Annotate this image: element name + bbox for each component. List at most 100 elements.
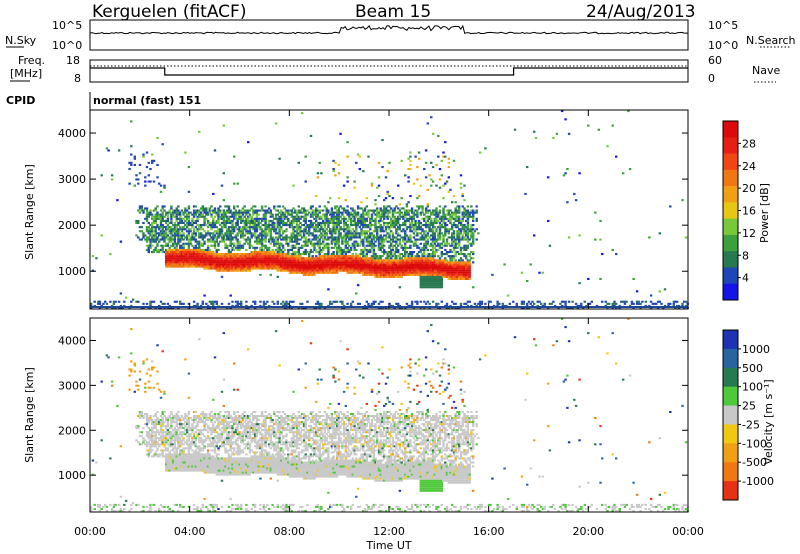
heatmap-cell: [147, 161, 150, 164]
heatmap-cell: [302, 215, 306, 218]
heatmap-cell: [247, 219, 250, 222]
heatmap-cell: [468, 300, 471, 303]
heatmap-cell: [294, 263, 297, 266]
heatmap-cell: [222, 265, 225, 268]
heatmap-cell: [390, 265, 393, 268]
heatmap-cell: [370, 184, 374, 187]
heatmap-cell: [227, 209, 231, 212]
heatmap-cell: [163, 240, 166, 243]
heatmap-cell: [330, 234, 334, 237]
heatmap-cell: [449, 209, 452, 212]
heatmap-cell: [224, 211, 227, 214]
heatmap-cell: [409, 246, 412, 249]
heatmap-cell: [370, 217, 374, 220]
heatmap-cell: [264, 215, 267, 218]
heatmap-cell: [377, 176, 381, 179]
heatmap-cell: [226, 263, 229, 266]
heatmap-cell: [212, 261, 215, 264]
heatmap-cell: [329, 197, 332, 200]
heatmap-cell: [241, 265, 245, 268]
heatmap-cell: [410, 271, 414, 274]
heatmap-cell: [290, 253, 293, 256]
noise-left-tick-bottom: 10^0: [52, 39, 82, 52]
heatmap-cell: [580, 304, 583, 307]
heatmap-cell: [369, 259, 372, 262]
heatmap-cell: [400, 159, 403, 162]
heatmap-cell: [170, 255, 173, 258]
heatmap-cell: [384, 230, 388, 233]
heatmap-cell: [306, 257, 309, 260]
heatmap-cell: [170, 259, 173, 262]
heatmap-cell: [215, 221, 218, 224]
heatmap-cell: [330, 219, 334, 222]
heatmap-cell: [274, 230, 278, 233]
heatmap-cell: [370, 182, 374, 185]
heatmap-cell: [168, 240, 171, 243]
heatmap-cell: [552, 300, 555, 303]
heatmap-cell: [231, 259, 234, 262]
heatmap-cell: [212, 259, 215, 262]
heatmap-cell: [379, 224, 382, 227]
heatmap-cell: [315, 261, 318, 264]
heatmap-cell: [376, 215, 379, 218]
heatmap-cell: [447, 166, 450, 169]
heatmap-cell: [526, 302, 529, 305]
heatmap-cell: [285, 259, 288, 262]
heatmap-cell: [128, 182, 131, 185]
heatmap-cell: [189, 228, 192, 231]
heatmap-cell: [435, 240, 438, 243]
heatmap-cell: [252, 211, 255, 214]
heatmap-cell: [156, 226, 159, 229]
heatmap-cell: [410, 221, 414, 224]
heatmap-cell: [431, 251, 435, 254]
heatmap-cell: [431, 253, 435, 256]
heatmap-cell: [449, 277, 452, 280]
heatmap-cell: [374, 244, 377, 247]
heatmap-cell: [431, 261, 435, 264]
heatmap-cell: [299, 209, 302, 212]
heatmap-cell: [390, 248, 393, 251]
heatmap-cell: [404, 232, 407, 235]
heatmap-cell: [262, 302, 266, 305]
heatmap-cell: [398, 259, 402, 262]
heatmap-cell: [130, 300, 133, 303]
heatmap-cell: [323, 271, 327, 274]
heatmap-cell: [470, 242, 473, 245]
heatmap-cell: [360, 217, 363, 220]
heatmap-cell: [144, 217, 147, 220]
heatmap-cell: [458, 236, 461, 239]
heatmap-cell: [458, 261, 461, 264]
heatmap-cell: [255, 246, 259, 249]
heatmap-cell: [325, 244, 328, 247]
heatmap-cell: [281, 244, 285, 247]
heatmap-cell: [348, 251, 351, 254]
heatmap-cell: [201, 265, 204, 268]
heatmap-cell: [233, 205, 236, 208]
heatmap-cell: [487, 300, 491, 303]
heatmap-cell: [320, 265, 323, 268]
heatmap-cell: [262, 224, 266, 227]
heatmap-cell: [424, 224, 428, 227]
heatmap-cell: [369, 228, 372, 231]
heatmap-cell: [198, 213, 201, 216]
heatmap-cell: [205, 263, 208, 266]
heatmap-cell: [266, 300, 269, 303]
heatmap-cell: [177, 238, 180, 241]
heatmap-cell: [454, 240, 457, 243]
heatmap-cell: [301, 261, 304, 264]
heatmap-cell: [433, 280, 436, 283]
heatmap-cell: [419, 282, 422, 285]
heatmap-cell: [400, 269, 403, 272]
heatmap-cell: [177, 232, 180, 235]
heatmap-cell: [165, 248, 168, 251]
heatmap-cell: [245, 224, 248, 227]
heatmap-cell: [447, 242, 450, 245]
heatmap-cell: [454, 224, 457, 227]
heatmap-cell: [267, 255, 271, 258]
heatmap-cell: [414, 155, 417, 158]
heatmap-cell: [110, 174, 114, 177]
heatmap-cell: [173, 221, 177, 224]
heatmap-cell: [234, 238, 238, 241]
heatmap-cell: [236, 248, 239, 251]
heatmap-cell: [330, 253, 334, 256]
